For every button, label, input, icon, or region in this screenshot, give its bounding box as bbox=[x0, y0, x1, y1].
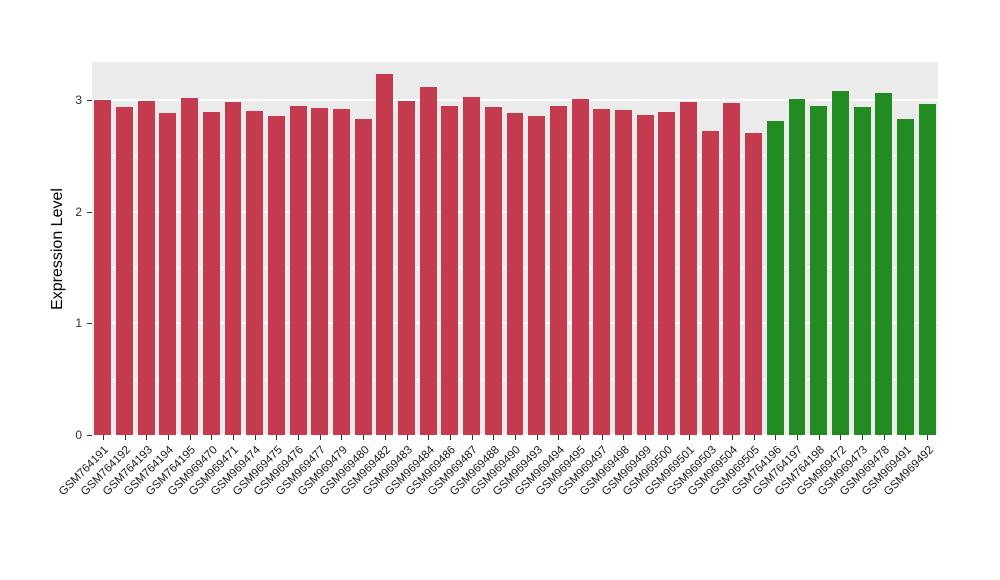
bar bbox=[441, 105, 459, 435]
bar bbox=[116, 106, 133, 435]
x-tick-mark bbox=[515, 435, 516, 440]
bar bbox=[810, 105, 828, 435]
x-tick-mark bbox=[775, 435, 777, 440]
y-tick-mark bbox=[87, 99, 92, 101]
x-tick-mark bbox=[298, 435, 300, 440]
bar bbox=[181, 97, 199, 435]
x-tick-mark bbox=[254, 435, 256, 440]
x-tick-mark bbox=[233, 435, 234, 440]
plot-panel bbox=[92, 62, 938, 436]
x-tick-mark bbox=[840, 435, 842, 440]
y-tick-label: 3 bbox=[75, 92, 82, 107]
bar bbox=[745, 133, 763, 435]
x-tick-mark bbox=[558, 435, 560, 440]
bar bbox=[788, 98, 806, 435]
x-tick-mark bbox=[471, 435, 473, 440]
x-tick-mark bbox=[818, 435, 820, 440]
x-tick-mark bbox=[688, 435, 690, 440]
bar bbox=[94, 99, 112, 435]
x-tick-mark bbox=[927, 435, 929, 440]
bar bbox=[918, 104, 936, 435]
x-tick-mark bbox=[601, 435, 603, 440]
bar bbox=[463, 96, 481, 435]
bar bbox=[875, 93, 893, 435]
x-tick-mark bbox=[580, 435, 582, 440]
x-tick-mark bbox=[189, 435, 191, 440]
x-tick-mark bbox=[449, 435, 451, 440]
bar bbox=[376, 74, 394, 435]
x-tick-mark bbox=[753, 435, 755, 440]
bar bbox=[484, 106, 502, 435]
bar bbox=[246, 111, 264, 435]
x-tick-mark bbox=[428, 435, 430, 440]
x-tick-mark bbox=[710, 435, 712, 440]
bar bbox=[571, 98, 589, 435]
x-tick-mark bbox=[319, 435, 321, 440]
bar bbox=[267, 115, 285, 435]
bar bbox=[398, 101, 415, 435]
x-tick-mark bbox=[167, 435, 169, 440]
x-tick-mark bbox=[276, 435, 278, 440]
y-tick-label: 0 bbox=[75, 428, 82, 442]
gridline-major bbox=[92, 98, 938, 101]
bar bbox=[159, 113, 177, 435]
bar bbox=[766, 121, 784, 435]
x-tick-mark bbox=[363, 435, 365, 440]
x-tick-mark bbox=[883, 435, 885, 440]
bar bbox=[636, 114, 654, 435]
x-tick-mark bbox=[493, 435, 495, 440]
bar bbox=[593, 108, 611, 435]
x-tick-mark bbox=[623, 435, 625, 440]
bar bbox=[354, 118, 372, 435]
bar bbox=[506, 113, 524, 435]
y-tick-mark bbox=[87, 211, 92, 213]
x-tick-mark bbox=[536, 435, 538, 440]
x-tick-mark bbox=[341, 435, 343, 440]
bar bbox=[897, 118, 914, 435]
bar bbox=[289, 105, 307, 435]
bar bbox=[680, 102, 697, 435]
bar bbox=[615, 110, 632, 435]
y-tick-mark bbox=[87, 323, 92, 325]
bar bbox=[224, 102, 242, 435]
y-tick-label: 2 bbox=[75, 204, 82, 219]
x-tick-mark bbox=[862, 435, 864, 440]
bar bbox=[549, 105, 567, 435]
x-tick-mark bbox=[905, 435, 907, 440]
x-tick-mark bbox=[102, 435, 104, 440]
bar bbox=[528, 115, 546, 435]
x-tick-mark bbox=[666, 435, 668, 440]
x-tick-mark bbox=[645, 435, 647, 440]
bar bbox=[658, 112, 676, 435]
x-tick-mark bbox=[146, 435, 148, 440]
y-tick-mark bbox=[87, 435, 92, 436]
y-tick-label: 1 bbox=[75, 316, 82, 331]
x-tick-mark bbox=[797, 435, 798, 440]
x-tick-mark bbox=[384, 435, 386, 440]
bar bbox=[137, 101, 155, 435]
bar bbox=[419, 86, 437, 435]
bar bbox=[311, 107, 329, 435]
bar bbox=[333, 108, 350, 435]
x-tick-mark bbox=[406, 435, 408, 440]
bar bbox=[701, 131, 719, 435]
x-tick-mark bbox=[124, 435, 126, 440]
x-tick-mark bbox=[731, 435, 733, 440]
bar bbox=[831, 91, 849, 435]
bar bbox=[202, 112, 220, 435]
bar bbox=[853, 106, 871, 435]
bar bbox=[723, 103, 741, 435]
x-tick-mark bbox=[211, 435, 213, 440]
